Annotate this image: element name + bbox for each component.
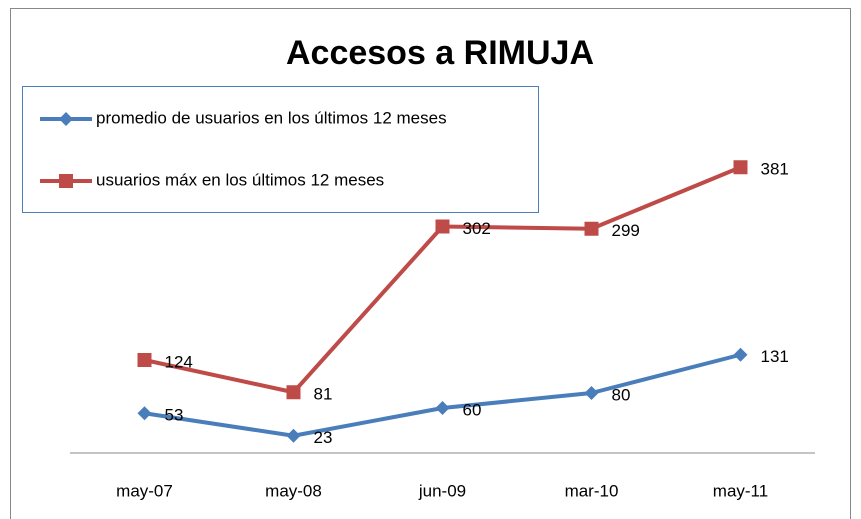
data-point: [137, 353, 152, 367]
data-label: 381: [761, 160, 789, 179]
data-label: 23: [314, 428, 333, 447]
data-point: [137, 406, 152, 421]
x-tick-label: jun-09: [418, 481, 466, 500]
data-point: [733, 160, 748, 175]
data-point: [584, 221, 599, 236]
data-label: 131: [761, 347, 789, 366]
data-point: [733, 347, 748, 362]
x-tick-label: may-11: [713, 481, 768, 500]
legend-marker: [59, 112, 73, 126]
legend-label: promedio de usuarios en los últimos 12 m…: [96, 108, 447, 127]
data-label: 80: [612, 385, 631, 404]
data-point: [584, 386, 599, 400]
data-point: [435, 219, 450, 234]
chart-frame: [10, 8, 851, 519]
data-point: [286, 385, 301, 400]
x-tick-label: mar-10: [565, 481, 619, 500]
legend-label: usuarios máx en los últimos 12 meses: [96, 170, 384, 189]
data-label: 53: [165, 406, 184, 425]
x-tick-label: may-08: [265, 481, 322, 500]
data-label: 60: [463, 400, 482, 419]
x-tick-label: may-07: [116, 481, 173, 500]
data-label: 81: [314, 385, 333, 404]
data-point: [435, 401, 450, 415]
data-label: 124: [165, 352, 193, 371]
data-label: 302: [463, 219, 491, 238]
chart-title: Accesos a RIMUJA: [286, 34, 594, 72]
data-point: [286, 428, 301, 443]
data-label: 299: [612, 221, 640, 240]
legend-marker: [59, 174, 73, 188]
legend-box: [22, 86, 539, 213]
